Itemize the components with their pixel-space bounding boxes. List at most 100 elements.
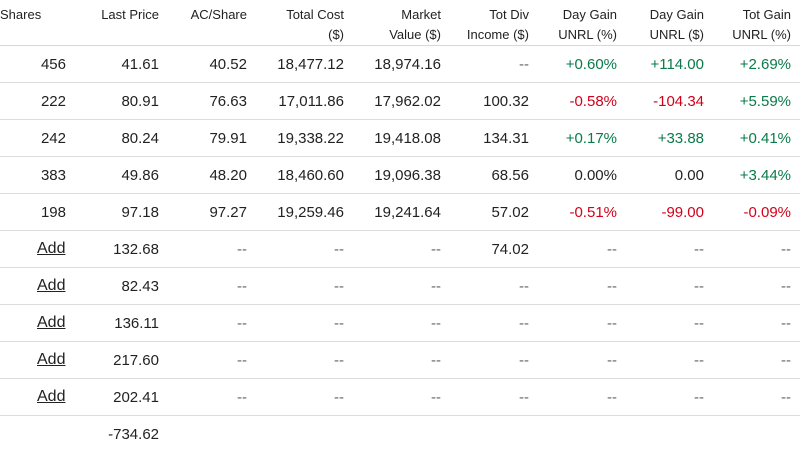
- tot-div-income-cell: --: [450, 45, 538, 83]
- last-price-cell: 136.11: [80, 304, 168, 342]
- last-price-cell: 202.41: [80, 378, 168, 416]
- tot-gain-pct-cell: --: [713, 230, 800, 268]
- day-gain-usd-cell: +114.00: [626, 45, 713, 83]
- column-header-last-price[interactable]: Last Price: [80, 0, 168, 46]
- tot-div-income-cell: --: [450, 304, 538, 342]
- add-shares-link[interactable]: Add: [37, 240, 66, 257]
- column-header-line: Income ($): [466, 27, 529, 42]
- total-cost-cell: 18,460.60: [256, 156, 353, 194]
- day-gain-pct-cell: -0.58%: [538, 82, 626, 120]
- day-gain-pct-cell: 0.00%: [538, 156, 626, 194]
- tot-gain-pct-cell: +3.44%: [713, 156, 800, 194]
- column-header-line: ($): [328, 27, 344, 42]
- ac-share-cell: --: [168, 267, 256, 305]
- add-shares-link[interactable]: Add: [37, 314, 66, 331]
- table-row: Add 136.11 -- -- -- -- -- -- --: [0, 304, 800, 342]
- day-gain-usd-cell: --: [626, 378, 713, 416]
- market-value-cell: --: [353, 304, 450, 342]
- table-row: 383 49.86 48.20 18,460.60 19,096.38 68.56 0.00…: [0, 156, 800, 194]
- shares-cell[interactable]: 198: [0, 193, 80, 231]
- day-gain-pct-cell: --: [538, 230, 626, 268]
- tot-div-income-cell: 100.32: [450, 82, 538, 120]
- empty-cell: [353, 416, 450, 453]
- ac-share-cell: 40.52: [168, 45, 256, 83]
- ac-share-cell: --: [168, 341, 256, 379]
- add-shares-link[interactable]: Add: [37, 388, 66, 405]
- column-header-tot-gain-unrl-pct[interactable]: Tot Gain UNRL (%): [713, 0, 800, 46]
- column-header-shares[interactable]: Shares: [0, 0, 80, 46]
- tot-gain-pct-cell: --: [713, 267, 800, 305]
- last-price-cell: 49.86: [80, 156, 168, 194]
- tot-div-income-cell: 68.56: [450, 156, 538, 194]
- day-gain-usd-cell: 0.00: [626, 156, 713, 194]
- day-gain-usd-cell: +33.88: [626, 119, 713, 157]
- column-header-line: UNRL (%): [558, 27, 617, 42]
- last-price-cell: 41.61: [80, 45, 168, 83]
- last-price-cell: 80.91: [80, 82, 168, 120]
- column-header-line: Shares: [0, 7, 42, 22]
- header-row: Shares Last Price AC/Share Total Cost ($) Mar…: [0, 0, 800, 46]
- add-shares-link[interactable]: Add: [37, 277, 66, 294]
- add-shares-link[interactable]: Add: [37, 351, 66, 368]
- table-row: 198 97.18 97.27 19,259.46 19,241.64 57.02 -0.5…: [0, 193, 800, 231]
- column-header-total-cost[interactable]: Total Cost ($): [256, 0, 353, 46]
- day-gain-pct-cell: --: [538, 341, 626, 379]
- column-header-day-gain-unrl-pct[interactable]: Day Gain UNRL (%): [538, 0, 626, 46]
- shares-cell[interactable]: 456: [0, 45, 80, 83]
- empty-cell: [626, 416, 713, 453]
- empty-cell: [256, 416, 353, 453]
- table-row: 242 80.24 79.91 19,338.22 19,418.08 134.31 +0.…: [0, 119, 800, 157]
- column-header-day-gain-unrl-usd[interactable]: Day Gain UNRL ($): [626, 0, 713, 46]
- total-cost-cell: --: [256, 230, 353, 268]
- shares-cell[interactable]: 222: [0, 82, 80, 120]
- market-value-cell: 19,241.64: [353, 193, 450, 231]
- column-header-line: Tot Div: [489, 7, 529, 22]
- market-value-cell: --: [353, 267, 450, 305]
- shares-cell: Add: [0, 378, 80, 416]
- day-gain-pct-cell: +0.60%: [538, 45, 626, 83]
- tot-gain-pct-cell: --: [713, 378, 800, 416]
- table-row: Add 217.60 -- -- -- -- -- -- --: [0, 341, 800, 379]
- column-header-line: Value ($): [389, 27, 441, 42]
- table-row: 456 41.61 40.52 18,477.12 18,974.16 -- +0.60% +…: [0, 45, 800, 83]
- column-header-ac-share[interactable]: AC/Share: [168, 0, 256, 46]
- tot-div-income-cell: 57.02: [450, 193, 538, 231]
- table-header: Shares Last Price AC/Share Total Cost ($) Mar…: [0, 0, 800, 46]
- ac-share-cell: 97.27: [168, 193, 256, 231]
- last-price-cell: 217.60: [80, 341, 168, 379]
- table-row: Add 82.43 -- -- -- -- -- -- --: [0, 267, 800, 305]
- day-gain-pct-cell: --: [538, 304, 626, 342]
- day-gain-pct-cell: +0.17%: [538, 119, 626, 157]
- day-gain-usd-cell: --: [626, 341, 713, 379]
- day-gain-usd-cell: --: [626, 304, 713, 342]
- shares-cell[interactable]: 242: [0, 119, 80, 157]
- market-value-cell: 17,962.02: [353, 82, 450, 120]
- last-price-cell: 80.24: [80, 119, 168, 157]
- day-gain-usd-cell: --: [626, 230, 713, 268]
- tot-div-income-cell: 74.02: [450, 230, 538, 268]
- day-gain-pct-cell: --: [538, 267, 626, 305]
- tot-div-income-cell: --: [450, 341, 538, 379]
- ac-share-cell: 79.91: [168, 119, 256, 157]
- tot-gain-pct-cell: +0.41%: [713, 119, 800, 157]
- column-header-line: UNRL ($): [649, 27, 704, 42]
- tot-gain-pct-cell: --: [713, 304, 800, 342]
- tot-gain-pct-cell: +5.59%: [713, 82, 800, 120]
- ac-share-cell: 76.63: [168, 82, 256, 120]
- column-header-tot-div-income[interactable]: Tot Div Income ($): [450, 0, 538, 46]
- column-header-line: Market: [401, 7, 441, 22]
- total-cost-cell: --: [256, 267, 353, 305]
- shares-cell[interactable]: 383: [0, 156, 80, 194]
- tot-div-income-cell: --: [450, 378, 538, 416]
- shares-cell: Add: [0, 267, 80, 305]
- ac-share-cell: 48.20: [168, 156, 256, 194]
- tot-div-income-cell: --: [450, 267, 538, 305]
- total-cost-cell: --: [256, 341, 353, 379]
- last-price-cell: 132.68: [80, 230, 168, 268]
- column-header-line: AC/Share: [190, 7, 247, 22]
- tot-gain-pct-cell: +2.69%: [713, 45, 800, 83]
- column-header-line: Last Price: [101, 7, 159, 22]
- column-header-market-value[interactable]: Market Value ($): [353, 0, 450, 46]
- ac-share-cell: --: [168, 230, 256, 268]
- column-header-line: Tot Gain: [742, 7, 791, 22]
